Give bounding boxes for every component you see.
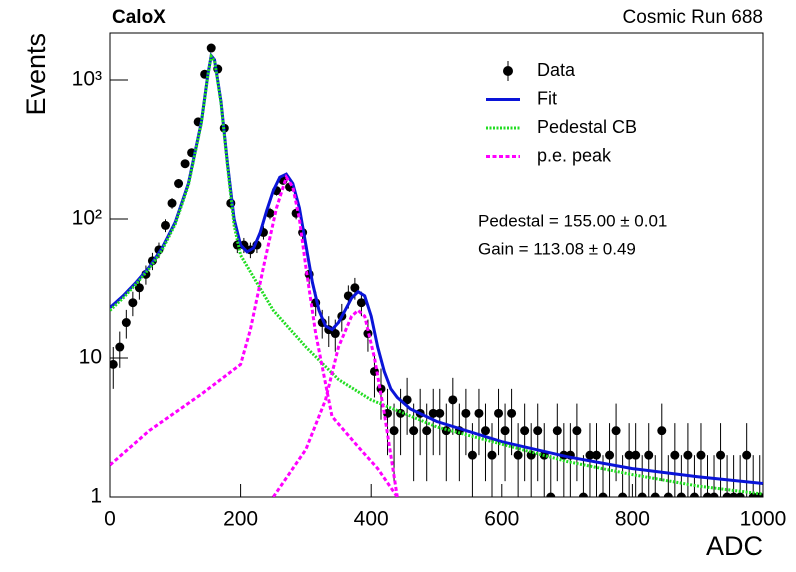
data-point xyxy=(520,426,530,436)
x-tick-label: 600 xyxy=(484,508,519,531)
data-point xyxy=(206,43,216,53)
x-tick-label: 0 xyxy=(104,508,116,531)
legend-marker xyxy=(503,66,513,76)
data-point xyxy=(330,329,340,339)
y-axis-label: Events xyxy=(21,33,51,116)
x-axis-label: ADC xyxy=(706,531,763,561)
data-point xyxy=(670,450,680,460)
chart-subtitle: Cosmic Run 688 xyxy=(623,7,763,28)
data-point xyxy=(474,408,484,418)
y-tick-label: 10³ xyxy=(72,68,102,91)
legend-label: Pedestal CB xyxy=(537,117,637,137)
data-point xyxy=(572,426,582,436)
data-point xyxy=(605,450,615,460)
x-tick-label: 200 xyxy=(223,508,258,531)
data-point xyxy=(428,408,438,418)
data-point xyxy=(461,408,471,418)
y-tick-label: 10 xyxy=(79,346,102,369)
data-point xyxy=(161,220,171,230)
data-point xyxy=(507,408,517,418)
data-point xyxy=(552,426,562,436)
x-tick-label: 1000 xyxy=(740,508,787,531)
data-point xyxy=(356,298,366,308)
x-tick-label: 800 xyxy=(615,508,650,531)
data-point xyxy=(402,395,412,405)
data-point xyxy=(494,408,504,418)
curve xyxy=(272,308,399,497)
data-point xyxy=(689,492,699,497)
data-point xyxy=(389,426,399,436)
data-point xyxy=(650,492,660,497)
data-point xyxy=(533,426,543,436)
data-point xyxy=(487,450,497,460)
data-point xyxy=(180,159,190,169)
data-point xyxy=(128,298,138,308)
data-point xyxy=(121,318,131,328)
curve xyxy=(110,52,763,485)
data-point xyxy=(585,450,595,460)
data-point xyxy=(598,492,608,497)
data-point xyxy=(735,492,745,497)
data-point xyxy=(663,492,673,497)
data-point xyxy=(396,408,406,418)
data-point xyxy=(409,426,419,436)
data-point xyxy=(448,395,458,405)
data-point xyxy=(611,426,621,436)
legend-label: Fit xyxy=(537,88,557,108)
data-point xyxy=(696,450,706,460)
data-point xyxy=(676,492,686,497)
data-point xyxy=(683,450,693,460)
data-point xyxy=(637,492,647,497)
legend-label: p.e. peak xyxy=(537,145,612,165)
data-point xyxy=(467,450,477,460)
data-point xyxy=(709,492,719,497)
chart-title: CaloX xyxy=(112,7,166,28)
data-point xyxy=(167,198,177,208)
data-point xyxy=(631,450,641,460)
data-point xyxy=(350,283,360,293)
data-point xyxy=(513,450,523,460)
data-point xyxy=(624,450,634,460)
data-point xyxy=(546,492,556,497)
data-point xyxy=(644,450,654,460)
data-point xyxy=(441,426,451,436)
data-point xyxy=(591,450,601,460)
x-tick-label: 400 xyxy=(354,508,389,531)
data-point xyxy=(134,283,144,293)
plot-area xyxy=(110,43,763,497)
y-tick-label: 1 xyxy=(90,485,102,508)
annotation: Gain = 113.08 ± 0.49 xyxy=(478,239,636,258)
y-tick-label: 10² xyxy=(72,207,102,230)
data-point xyxy=(435,408,445,418)
data-point xyxy=(174,179,184,189)
legend-label: Data xyxy=(537,60,576,80)
data-point xyxy=(716,450,726,460)
data-point xyxy=(578,492,588,497)
data-point xyxy=(110,359,118,369)
curve xyxy=(110,173,399,497)
data-point xyxy=(115,342,125,352)
data-point xyxy=(422,426,432,436)
plot-frame xyxy=(109,32,764,498)
annotation: Pedestal = 155.00 ± 0.01 xyxy=(478,211,667,230)
data-point xyxy=(618,492,628,497)
data-point xyxy=(742,450,752,460)
data-point xyxy=(500,426,510,436)
curve xyxy=(110,52,763,496)
data-point xyxy=(657,426,667,436)
data-point xyxy=(480,426,490,436)
